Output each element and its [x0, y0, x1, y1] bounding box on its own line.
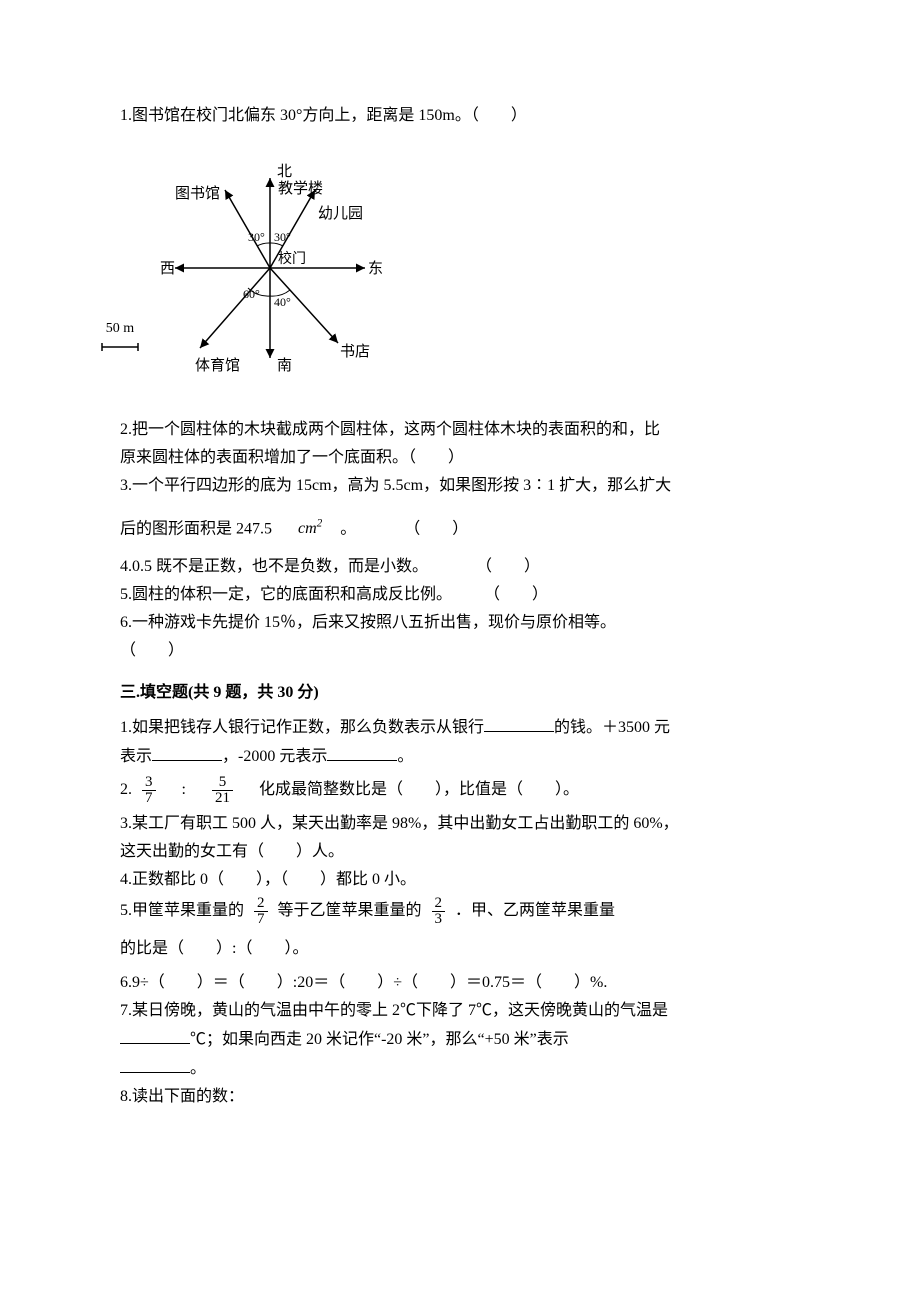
- ang-sw: 60°: [243, 287, 260, 301]
- lbl-tsg: 图书馆: [175, 185, 220, 202]
- fill-3-line1: 3.某工厂有职工 500 人，某天出勤率是 98%，其中出勤女工占出勤职工的 6…: [120, 812, 800, 836]
- question-6-line1: 6.一种游戏卡先提价 15％，后来又按照八五折出售，现价与原价相等。: [120, 611, 800, 635]
- fill-7-line3: 。: [120, 1056, 800, 1081]
- blank: [120, 1027, 190, 1044]
- fraction-5-21: 521: [212, 775, 233, 806]
- question-3-line1: 3.一个平行四边形的底为 15cm，高为 5.5cm，如果图形按 3∶1 扩大，…: [120, 474, 800, 498]
- fill-1-line1: 1.如果把钱存人银行记作正数，那么负数表示从银行的钱。＋3500 元: [120, 715, 800, 740]
- lbl-east: 东: [368, 260, 383, 277]
- lbl-jxl: 教学楼: [278, 180, 323, 197]
- blank: [120, 1056, 190, 1073]
- question-5: 5.圆柱的体积一定，它的底面积和高成反比例。 （ ）: [120, 583, 800, 607]
- question-6-line2: （ ）: [120, 639, 800, 663]
- lbl-yey: 幼儿园: [318, 205, 363, 222]
- blank: [152, 744, 222, 761]
- fill-2: 2. 37 : 521 化成最简整数比是（ ），比值是（ ）。: [120, 775, 800, 806]
- fill-8: 8.读出下面的数：: [120, 1085, 800, 1109]
- question-1: 1.图书馆在校门北偏东 30°方向上，距离是 150m。（ ）: [120, 104, 800, 128]
- fill-7-line2: ℃；如果向西走 20 米记作“-20 米”，那么“+50 米”表示: [120, 1027, 800, 1052]
- ang-ne: 30°: [274, 230, 291, 244]
- lbl-north: 北: [277, 163, 292, 180]
- lbl-center: 校门: [278, 250, 306, 267]
- section-3-header: 三.填空题(共 9 题，共 30 分): [120, 681, 800, 705]
- fraction-2-7: 27: [254, 896, 268, 927]
- fill-6: 6.9÷（ ）＝（ ）:20＝（ ）÷（ ）＝0.75＝（ ）%.: [120, 971, 800, 995]
- ang-nw: 30°: [248, 230, 265, 244]
- compass-diagram: 北 南 东 西 校门 教学楼 幼儿园 图书馆 书店 体育馆 30° 30° 60…: [140, 158, 400, 388]
- q3-post: 。 （ ）: [340, 520, 468, 537]
- question-2-line2: 原来圆柱体的表面积增加了一个底面积。（ ）: [120, 446, 800, 470]
- fill-1-line2: 表示，-2000 元表示。: [120, 744, 800, 769]
- lbl-south: 南: [277, 357, 292, 374]
- cm2-unit: cm2: [298, 520, 322, 537]
- q3-pre: 后的图形面积是 247.5: [120, 520, 272, 537]
- fraction-2-3: 23: [432, 896, 446, 927]
- lbl-sd: 书店: [340, 343, 370, 360]
- fill-5-line1: 5.甲筐苹果重量的 27 等于乙筐苹果重量的 23 ．甲、乙两筐苹果重量: [120, 896, 800, 927]
- question-4: 4.0.5 既不是正数，也不是负数，而是小数。 （ ）: [120, 555, 800, 579]
- question-3-line2: 后的图形面积是 247.5 cm2 。 （ ）: [120, 516, 800, 541]
- fill-4: 4.正数都比 0（ ），（ ）都比 0 小。: [120, 868, 800, 892]
- fill-3-line2: 这天出勤的女工有（ ）人。: [120, 840, 800, 864]
- fill-7-line1: 7.某日傍晚，黄山的气温由中午的零上 2℃下降了 7℃，这天傍晚黄山的气温是: [120, 999, 800, 1023]
- lbl-tyg: 体育馆: [195, 357, 240, 374]
- scale-label: 50 m: [100, 318, 140, 339]
- fraction-3-7: 37: [142, 775, 156, 806]
- lbl-west: 西: [160, 261, 175, 277]
- scale-bar: 50 m: [100, 318, 140, 360]
- scale-bar-icon: [100, 341, 140, 353]
- exam-page: 1.图书馆在校门北偏东 30°方向上，距离是 150m。（ ） 50 m: [0, 0, 920, 1302]
- fill-5-line2: 的比是（ ）:（ ）。: [120, 937, 800, 961]
- blank: [484, 715, 554, 732]
- ang-se: 40°: [274, 295, 291, 309]
- question-2-line1: 2.把一个圆柱体的木块截成两个圆柱体，这两个圆柱体木块的表面积的和，比: [120, 418, 800, 442]
- blank: [327, 744, 397, 761]
- compass-diagram-block: 50 m: [120, 158, 800, 388]
